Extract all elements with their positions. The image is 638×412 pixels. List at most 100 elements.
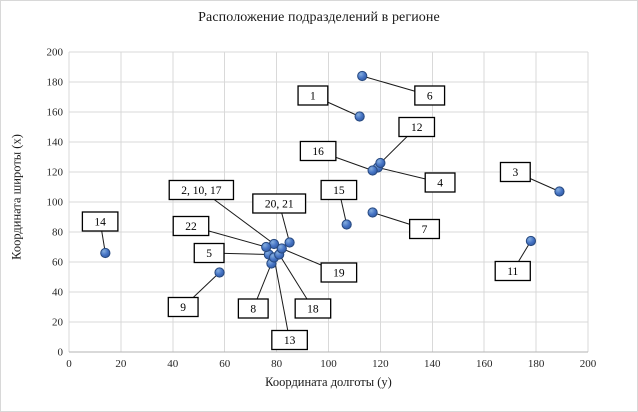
callout-1[interactable]: 1 [297, 85, 329, 106]
callout-box [297, 85, 329, 106]
x-tick-label: 100 [320, 358, 337, 370]
callout-box [172, 215, 210, 237]
y-axis-title: Координата широты (x) [9, 134, 24, 260]
x-tick-label: 60 [219, 358, 231, 370]
callout-label: 20, 21 [265, 199, 294, 211]
data-point-22[interactable] [261, 241, 272, 253]
y-tick-label: 100 [47, 197, 64, 209]
callout-label: 9 [180, 302, 186, 314]
callout-box [237, 298, 269, 319]
callout-6[interactable]: 6 [414, 85, 446, 106]
callout-box [414, 85, 446, 106]
x-tick-label: 200 [580, 358, 597, 370]
callout-label: 19 [333, 268, 345, 280]
callout-label: 7 [422, 224, 428, 236]
y-tick-label: 160 [47, 107, 64, 119]
callout-box [320, 179, 358, 201]
data-point-6[interactable] [357, 70, 368, 82]
data-point-12[interactable] [375, 157, 386, 169]
data-point-15[interactable] [341, 219, 352, 230]
data-point-20-21[interactable] [284, 237, 295, 248]
callout-label: 15 [333, 185, 345, 197]
callout-box [294, 298, 332, 319]
y-tick-label: 60 [52, 257, 64, 269]
tick-labels: 0 20 40 60 80 100 120 140 160 180 200 0 20 40 60 80 100 1… [47, 47, 597, 371]
callout-16[interactable]: 16 [299, 140, 337, 162]
data-point-3[interactable] [554, 186, 565, 197]
callout-22[interactable]: 22 [172, 215, 210, 237]
data-point-7[interactable] [367, 207, 378, 218]
callout-box [168, 179, 235, 201]
callout-label: 6 [427, 91, 433, 103]
callout-18[interactable]: 18 [294, 298, 332, 319]
callout-13[interactable]: 13 [271, 329, 308, 351]
callout-label: 1 [310, 91, 316, 103]
callout-label: 16 [312, 146, 324, 158]
x-axis-title: Координата долготы (y) [265, 375, 392, 389]
x-tick-label: 20 [115, 358, 127, 370]
callout-box [167, 296, 199, 318]
callout-label: 8 [250, 304, 256, 316]
callout-box [398, 116, 436, 138]
data-point-11[interactable] [525, 235, 537, 247]
callout-label: 4 [437, 178, 443, 190]
data-point-19[interactable] [276, 243, 287, 254]
data-point-9[interactable] [214, 267, 225, 278]
y-tick-label: 180 [47, 77, 64, 89]
callout-7[interactable]: 7 [408, 218, 441, 240]
callout-11[interactable]: 11 [494, 260, 531, 282]
callout-3[interactable]: 3 [499, 161, 531, 183]
callout-20-21[interactable]: 20, 21 [252, 193, 307, 214]
data-point-16[interactable] [367, 165, 378, 176]
callout-line-13 [273, 257, 291, 341]
callout-label: 13 [284, 335, 296, 347]
callout-box [81, 211, 119, 232]
x-tick-label: 140 [424, 358, 441, 370]
callout-label: 18 [307, 304, 319, 316]
x-tick-label: 0 [66, 358, 72, 370]
x-tick-label: 80 [271, 358, 283, 370]
callout-2-10-17[interactable]: 2, 10, 17 [168, 179, 235, 201]
callout-19[interactable]: 19 [320, 262, 358, 283]
x-tick-label: 160 [476, 358, 493, 370]
callout-box [494, 260, 531, 282]
callout-box [320, 262, 358, 283]
callout-15[interactable]: 15 [320, 179, 358, 201]
callout-box [424, 172, 456, 193]
callout-9[interactable]: 9 [167, 296, 199, 318]
callout-box [499, 161, 531, 183]
callout-4[interactable]: 4 [424, 172, 456, 193]
callout-label: 3 [512, 167, 518, 179]
callout-12[interactable]: 12 [398, 116, 436, 138]
data-point-14[interactable] [100, 247, 111, 259]
callout-8[interactable]: 8 [237, 298, 269, 319]
callout-box [252, 193, 307, 214]
callout-label: 5 [206, 248, 212, 260]
data-point-1[interactable] [354, 111, 365, 122]
callout-label: 11 [507, 266, 518, 278]
x-tick-label: 40 [167, 358, 179, 370]
y-tick-label: 20 [52, 317, 64, 329]
y-tick-label: 120 [47, 167, 64, 179]
callout-label: 2, 10, 17 [181, 185, 222, 197]
data-points [100, 70, 565, 278]
callout-label: 22 [185, 221, 197, 233]
callout-label: 12 [411, 122, 423, 134]
callout-box [408, 218, 441, 240]
callout-14[interactable]: 14 [81, 211, 119, 232]
callout-box [299, 140, 337, 162]
y-tick-label: 200 [47, 47, 64, 59]
y-tick-label: 0 [58, 347, 64, 359]
callout-label: 14 [94, 217, 106, 229]
x-tick-label: 180 [528, 358, 545, 370]
y-tick-label: 40 [52, 287, 64, 299]
x-tick-label: 120 [372, 358, 389, 370]
chart-title: Расположение подразделений в регионе [198, 10, 440, 25]
y-tick-label: 140 [47, 137, 64, 149]
callout-5[interactable]: 5 [193, 242, 225, 264]
y-tick-label: 80 [52, 227, 64, 239]
callout-box [271, 329, 308, 351]
callouts: 1 2, 10, 17 3 4 5 6 7 8 9 11 12 13 14 15 16 18 19 20, 21 2… [81, 85, 531, 351]
callout-box [193, 242, 225, 264]
